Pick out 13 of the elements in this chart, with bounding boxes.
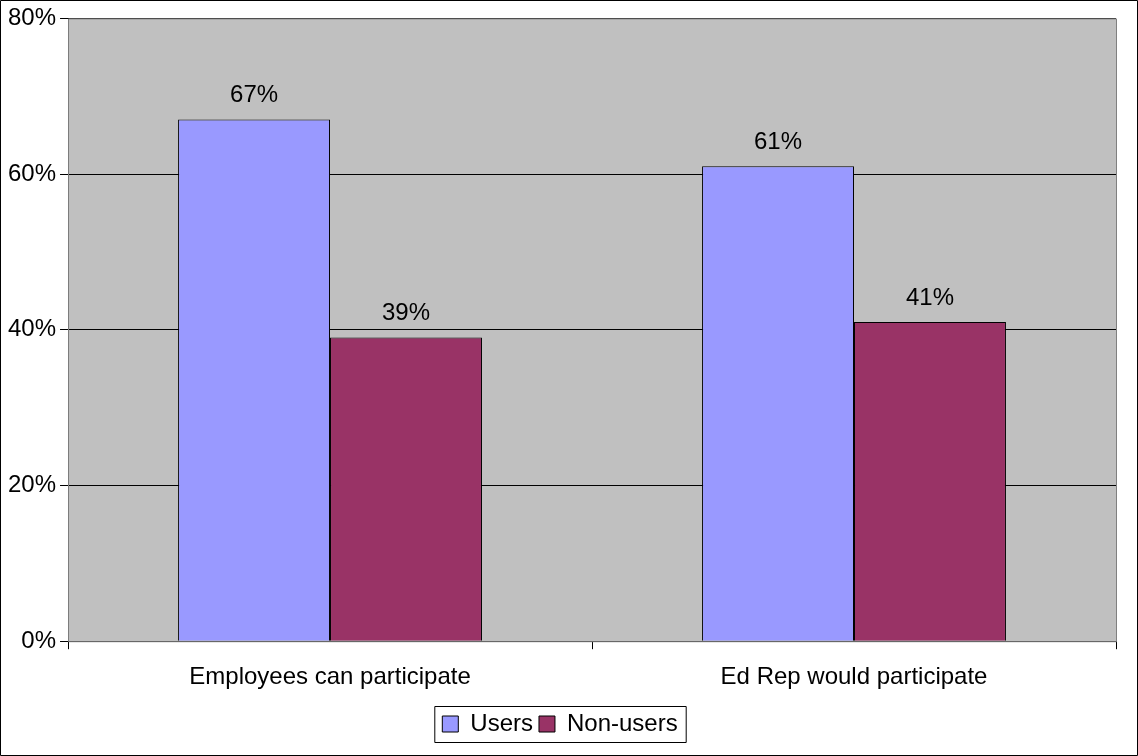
legend-label: Users: [470, 708, 533, 736]
y-tick-label: 0%: [21, 625, 57, 653]
data-label: 39%: [381, 298, 431, 326]
y-tick-label: 80%: [7, 3, 57, 31]
legend-label: Non-users: [566, 708, 678, 736]
data-label: 41%: [905, 282, 955, 310]
y-tick-label: 40%: [7, 314, 57, 342]
x-tick-label: Ed Rep would participate: [720, 662, 988, 690]
data-label: 61%: [754, 126, 803, 154]
y-tick-label: 60%: [7, 158, 57, 186]
data-label: 67%: [230, 80, 279, 108]
y-tick-label: 20%: [7, 470, 57, 498]
x-tick-label: Employees can participate: [189, 662, 471, 690]
